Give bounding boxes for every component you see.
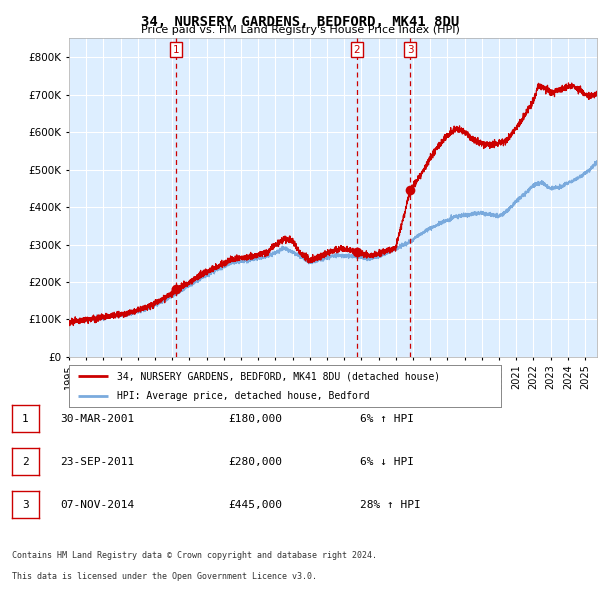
Text: 23-SEP-2011: 23-SEP-2011	[60, 457, 134, 467]
Text: 6% ↓ HPI: 6% ↓ HPI	[360, 457, 414, 467]
Text: 3: 3	[22, 500, 29, 510]
Text: 07-NOV-2014: 07-NOV-2014	[60, 500, 134, 510]
Text: £180,000: £180,000	[228, 414, 282, 424]
Text: 1: 1	[173, 44, 179, 54]
Text: 30-MAR-2001: 30-MAR-2001	[60, 414, 134, 424]
Text: 3: 3	[407, 44, 414, 54]
Text: 2: 2	[22, 457, 29, 467]
Text: Price paid vs. HM Land Registry's House Price Index (HPI): Price paid vs. HM Land Registry's House …	[140, 25, 460, 35]
Text: £445,000: £445,000	[228, 500, 282, 510]
Text: 34, NURSERY GARDENS, BEDFORD, MK41 8DU: 34, NURSERY GARDENS, BEDFORD, MK41 8DU	[141, 15, 459, 29]
Text: This data is licensed under the Open Government Licence v3.0.: This data is licensed under the Open Gov…	[12, 572, 317, 581]
Text: HPI: Average price, detached house, Bedford: HPI: Average price, detached house, Bedf…	[116, 391, 369, 401]
Text: 1: 1	[22, 414, 29, 424]
Text: Contains HM Land Registry data © Crown copyright and database right 2024.: Contains HM Land Registry data © Crown c…	[12, 552, 377, 560]
Text: £280,000: £280,000	[228, 457, 282, 467]
Text: 6% ↑ HPI: 6% ↑ HPI	[360, 414, 414, 424]
Text: 28% ↑ HPI: 28% ↑ HPI	[360, 500, 421, 510]
Text: 34, NURSERY GARDENS, BEDFORD, MK41 8DU (detached house): 34, NURSERY GARDENS, BEDFORD, MK41 8DU (…	[116, 371, 440, 381]
Text: 2: 2	[353, 44, 360, 54]
